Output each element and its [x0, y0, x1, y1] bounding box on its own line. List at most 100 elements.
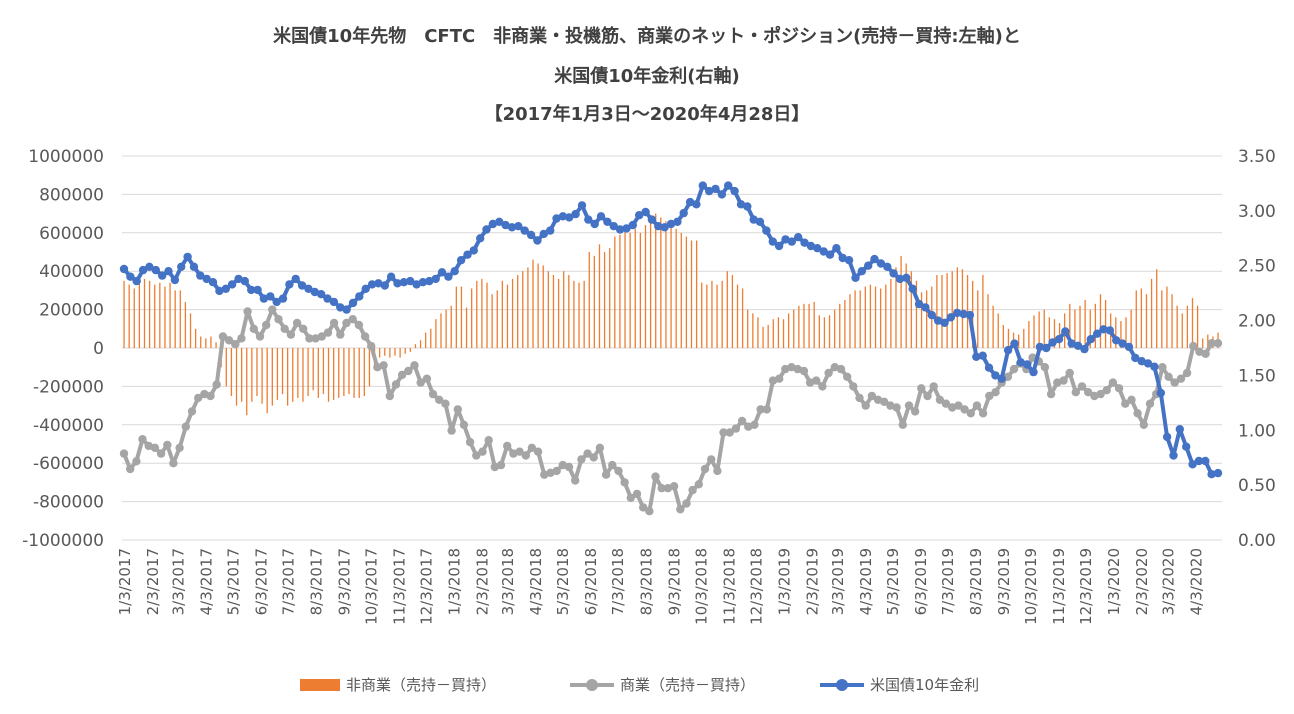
noncommercial-bar: [915, 280, 918, 348]
yield-point: [635, 211, 644, 220]
noncommercial-bar: [1099, 294, 1102, 348]
noncommercial-bar: [680, 232, 682, 348]
noncommercial-bar: [1202, 338, 1204, 348]
commercial-point: [843, 372, 852, 381]
yield-point: [724, 181, 733, 190]
x-axis-tick-label: 2/3/2020: [1133, 548, 1151, 615]
noncommercial-bar: [292, 348, 294, 402]
noncommercial-bar: [235, 348, 238, 406]
noncommercial-bar: [767, 324, 769, 348]
yield-point: [215, 286, 224, 296]
noncommercial-bar: [246, 348, 248, 416]
yield-point: [1067, 339, 1076, 348]
noncommercial-bar: [844, 300, 846, 348]
commercial-point: [422, 374, 432, 383]
noncommercial-bar: [348, 348, 350, 395]
commercial-point: [812, 376, 821, 385]
noncommercial-bar: [1023, 328, 1025, 348]
left-axis-tick-label: 400000: [39, 262, 104, 282]
noncommercial-bar: [1161, 290, 1163, 348]
commercial-point: [1145, 399, 1155, 408]
commercial-point: [1046, 389, 1056, 399]
yield-point: [1093, 329, 1102, 338]
yield-point: [164, 267, 173, 276]
commercial-point: [923, 391, 932, 401]
noncommercial-bar: [787, 313, 790, 348]
yield-point: [991, 371, 1000, 380]
commercial-point: [1121, 399, 1130, 408]
chart-title-line2: 米国債10年金利(右軸): [554, 66, 740, 87]
commercial-point: [181, 422, 190, 431]
noncommercial-bar: [895, 267, 897, 348]
noncommercial-bar: [1053, 319, 1056, 348]
noncommercial-bar: [394, 348, 396, 356]
commercial-point: [694, 480, 703, 489]
noncommercial-bar: [1043, 309, 1045, 348]
x-axis-tick-label: 7/3/2017: [280, 548, 298, 615]
right-axis-tick-label: 1.50: [1238, 366, 1276, 386]
noncommercial-bar: [701, 282, 703, 348]
noncommercial-bar: [603, 252, 606, 348]
yield-point: [501, 220, 510, 230]
noncommercial-bar: [670, 225, 672, 348]
yield-point: [698, 181, 707, 190]
legend-item-commercial: 商業（売持－買持）: [570, 674, 755, 695]
commercial-point: [589, 453, 598, 462]
commercial-point: [601, 470, 611, 479]
x-axis-ticks: 1/3/2017 2/3/2017 3/3/2017 4/3/2017 5/3/2017…: [116, 548, 1205, 625]
yield-point: [476, 234, 485, 243]
yield-point: [1112, 336, 1121, 345]
commercial-point: [707, 455, 716, 464]
commercial-point: [305, 334, 314, 343]
x-axis-tick-label: 3/3/2018: [499, 548, 517, 615]
noncommercial-bar: [649, 221, 652, 348]
commercial-point: [521, 451, 530, 460]
noncommercial-bar: [215, 342, 217, 348]
yield-point: [965, 310, 975, 320]
noncommercial-bar: [920, 292, 923, 348]
noncommercial-bar: [864, 286, 866, 348]
commercial-point: [404, 366, 413, 376]
yield-point: [348, 298, 358, 308]
x-axis-tick-label: 11/3/2017: [391, 548, 409, 625]
noncommercial-bar: [450, 305, 452, 348]
yield-point: [1016, 358, 1025, 367]
noncommercial-bars: [123, 213, 1219, 416]
noncommercial-bar: [1135, 290, 1137, 348]
yield-point: [978, 351, 987, 360]
noncommercial-bar: [256, 348, 258, 396]
noncommercial-bar: [665, 221, 667, 348]
yield-point: [895, 274, 905, 284]
yield-point: [539, 229, 548, 239]
yield-point: [1137, 357, 1146, 366]
noncommercial-bar: [675, 228, 677, 348]
commercial-point: [651, 472, 660, 481]
commercial-point: [799, 366, 809, 376]
x-axis-tick-label: 5/3/2019: [884, 548, 902, 615]
commercial-point: [941, 399, 951, 408]
x-axis-tick-label: 2/3/2019: [803, 548, 821, 615]
commercial-point: [1189, 341, 1198, 351]
commercial-point: [391, 380, 401, 389]
noncommercial-bar: [563, 271, 565, 348]
yield-point: [247, 285, 256, 295]
yield-point: [437, 268, 447, 277]
legend-label-yield: 米国債10年金利: [870, 676, 980, 694]
yield-point: [902, 273, 911, 282]
yield-point: [749, 215, 758, 224]
commercial-point: [1009, 364, 1019, 374]
yield-point: [507, 223, 517, 232]
commercial-point: [991, 388, 1000, 397]
yield-point: [889, 269, 898, 278]
commercial-point: [904, 401, 914, 410]
yield-point: [755, 217, 765, 226]
noncommercial-bar: [588, 252, 590, 348]
yield-point: [844, 256, 854, 265]
yield-point: [781, 235, 790, 244]
commercial-point: [688, 485, 697, 495]
noncommercial-bar: [189, 313, 192, 348]
left-axis-tick-label: -1000000: [22, 531, 104, 551]
commercial-point: [354, 320, 364, 330]
noncommercial-bar: [1120, 321, 1122, 348]
yield-point: [412, 280, 421, 289]
